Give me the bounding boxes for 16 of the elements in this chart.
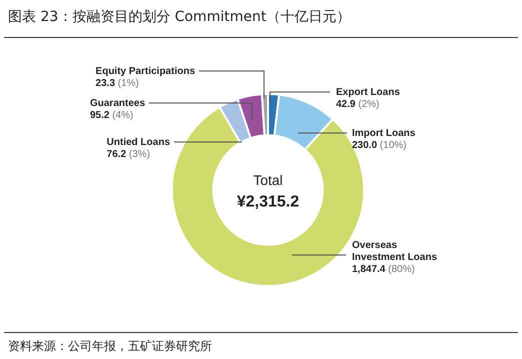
slice-label: Guarantees	[90, 98, 146, 109]
data-label: 95.2 (4%)	[90, 110, 134, 121]
slice-label: Untied Loans	[106, 136, 170, 148]
slice-label: Import Loans	[352, 128, 416, 139]
text: Total	[253, 172, 283, 188]
slice-label: Overseas Investment Loans	[352, 240, 438, 263]
slice-label: Equity Participations	[96, 66, 196, 77]
data-label: 42.9 (2%)	[336, 98, 380, 110]
data-label: 230.0 (10%)	[352, 140, 406, 151]
slice-label: Export Loans	[336, 86, 400, 98]
text: ¥2,315.2	[236, 193, 300, 210]
data-label: 23.3 (1%)	[96, 78, 139, 89]
data-label: 1,847.4 (80%)	[352, 264, 415, 275]
chart-title: 图表 23：按融资目的划分 Commitment（十亿日元）	[8, 8, 350, 26]
data-label: 76.2 (3%)	[106, 148, 150, 160]
text: 资料来源：公司年报，五矿证券研究所	[8, 338, 212, 355]
